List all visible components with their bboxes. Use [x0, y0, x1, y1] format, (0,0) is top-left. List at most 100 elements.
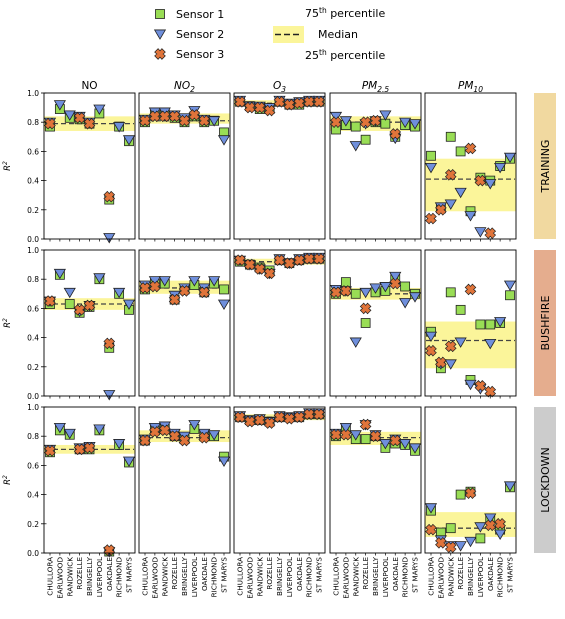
point-sensor-2: [444, 359, 457, 370]
x-tick-label: EARLWOOD: [245, 557, 254, 599]
panel-frame: [43, 92, 136, 240]
x-tick-label: OAKDALE: [391, 557, 400, 591]
x-tick-label: ROZELLE: [361, 557, 370, 590]
x-tick-label: EARLWOOD: [341, 557, 350, 599]
point-sensor-2: [399, 439, 412, 450]
point-sensor-2: [122, 456, 136, 467]
point-sensor-2: [63, 110, 76, 121]
x-tick-label: RICHMOND: [305, 557, 314, 598]
legend-marker-sensor-3: [154, 48, 166, 60]
point-sensor-2: [369, 283, 382, 294]
panel-bushfire-3: [233, 249, 326, 399]
point-sensor-2: [444, 199, 457, 210]
x-tick-label: CHULLORA: [427, 557, 436, 596]
point-sensor-2: [93, 104, 106, 115]
point-sensor-2: [454, 337, 467, 348]
point-sensor-3: [139, 434, 151, 447]
panel-frame: [233, 92, 326, 240]
point-sensor-3: [464, 283, 477, 296]
panel-frame: [329, 92, 422, 240]
legend-label-25th: 25th percentile: [305, 48, 385, 62]
y-tick-label: 1.0: [27, 246, 39, 255]
x-tick-label: LIVERPOOL: [190, 557, 199, 597]
point-sensor-3: [44, 295, 56, 307]
panel-frame: [233, 406, 326, 554]
point-sensor-1: [475, 533, 486, 544]
point-sensor-3: [178, 114, 191, 127]
y-axis-label: R2: [2, 318, 13, 328]
point-sensor-2: [217, 135, 231, 146]
x-tick-label: CHULLORA: [141, 557, 150, 596]
point-sensor-2: [113, 122, 126, 133]
legend-label-sensor-1: Sensor 1: [176, 8, 224, 21]
point-sensor-1: [360, 318, 371, 328]
x-tick-label: ST MARYS: [315, 557, 324, 593]
point-sensor-3: [103, 337, 116, 350]
point-sensor-2: [188, 276, 201, 287]
panel-training-2: [138, 92, 231, 242]
point-sensor-2: [484, 338, 497, 350]
y-tick-label: 1.0: [27, 403, 39, 412]
panel-training-4: [329, 92, 422, 242]
row-bar-bushfire: [534, 250, 556, 396]
y-tick-label: 0.4: [27, 177, 39, 186]
point-sensor-3: [313, 252, 325, 265]
panel-lockdown-5: [424, 406, 517, 556]
point-sensor-2: [148, 276, 161, 287]
panel-lockdown-2: [138, 406, 231, 556]
point-sensor-3: [444, 168, 457, 181]
panel-grid: NO NO2 O3 PM2.5 PM10: [43, 80, 517, 558]
point-sensor-3: [369, 430, 382, 443]
point-sensor-3: [464, 487, 477, 499]
point-sensor-3: [83, 299, 96, 312]
point-sensor-1: [340, 277, 351, 288]
y-tick-label: 0.2: [27, 520, 39, 529]
point-sensor-2: [53, 100, 66, 111]
point-sensor-2: [424, 163, 438, 174]
point-sensor-2: [359, 287, 372, 299]
point-sensor-1: [475, 319, 486, 330]
panel-bushfire-5: [424, 249, 517, 399]
row-bar-training: [534, 93, 556, 239]
point-sensor-2: [122, 135, 136, 146]
point-sensor-3: [425, 344, 437, 357]
point-sensor-2: [484, 513, 497, 524]
point-sensor-3: [435, 356, 447, 369]
point-sensor-2: [53, 422, 66, 434]
column-header-2: NO2: [174, 80, 195, 94]
x-tick-label: BRINGELLY: [180, 556, 189, 596]
point-sensor-2: [339, 422, 352, 434]
x-tick-label: ROZELLE: [456, 557, 465, 590]
row-bar-lockdown: [534, 407, 556, 553]
y-axis-labels: 0.0 0.2 0.4 0.6 0.8 1.0 R2 0.0 0.2 0.4 0.6 0.8 1.0 R2…: [2, 89, 44, 558]
point-sensor-2: [408, 292, 422, 303]
y-tick-label: 0.6: [27, 461, 39, 470]
point-sensor-3: [464, 142, 477, 155]
x-tick-label: RANDWICK: [160, 557, 169, 597]
point-sensor-2: [399, 117, 412, 129]
point-sensor-3: [494, 517, 506, 530]
x-tick-label: RICHMOND: [496, 557, 505, 598]
panel-training-5: [424, 92, 517, 242]
x-tick-label: RANDWICK: [65, 557, 74, 597]
panel-lockdown-4: [329, 406, 422, 556]
row-label-bars: TRAINING BUSHFIRE LOCKDOWN: [534, 93, 556, 553]
point-sensor-1: [219, 284, 229, 295]
y-tick-label: 0.4: [27, 491, 39, 500]
y-tick-label: 1.0: [27, 89, 39, 98]
x-tick-label: ST MARYS: [125, 557, 134, 593]
point-sensor-2: [93, 273, 106, 284]
point-sensor-2: [217, 456, 231, 467]
point-sensor-1: [445, 287, 456, 298]
y-axis-label: R2: [2, 475, 13, 485]
y-tick-label: 0.2: [27, 206, 39, 215]
panel-lockdown-1: [43, 406, 136, 558]
x-tick-label: EARLWOOD: [55, 557, 64, 599]
point-sensor-3: [198, 286, 211, 299]
panel-training-1: [43, 92, 136, 244]
point-sensor-1: [64, 299, 75, 309]
x-tick-label: ROZELLE: [75, 557, 84, 590]
point-sensor-2: [113, 439, 126, 450]
point-sensor-2: [389, 271, 402, 283]
